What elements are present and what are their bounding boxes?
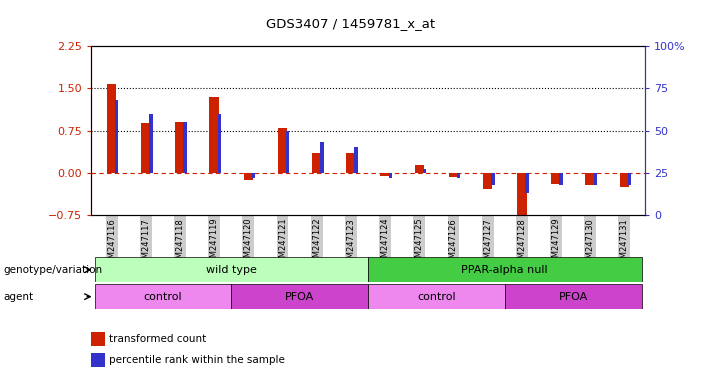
Text: control: control bbox=[417, 291, 456, 302]
Text: genotype/variation: genotype/variation bbox=[4, 265, 102, 275]
Bar bbox=[491, 173, 494, 185]
Bar bbox=[483, 173, 493, 189]
Text: control: control bbox=[144, 291, 182, 302]
Bar bbox=[210, 97, 219, 173]
Bar bbox=[620, 173, 629, 187]
Bar bbox=[525, 173, 529, 193]
Bar bbox=[278, 128, 287, 173]
Bar bbox=[149, 114, 153, 173]
Bar bbox=[449, 173, 458, 177]
Bar bbox=[217, 114, 221, 173]
Bar bbox=[551, 173, 561, 184]
Bar bbox=[346, 153, 355, 173]
Text: GDS3407 / 1459781_x_at: GDS3407 / 1459781_x_at bbox=[266, 17, 435, 30]
Bar bbox=[354, 147, 358, 173]
Bar bbox=[517, 173, 526, 215]
Bar bbox=[594, 173, 597, 185]
Bar bbox=[175, 122, 185, 173]
Bar bbox=[368, 284, 505, 309]
Bar bbox=[585, 173, 595, 185]
Bar bbox=[95, 284, 231, 309]
Text: percentile rank within the sample: percentile rank within the sample bbox=[109, 355, 285, 365]
Text: PFOA: PFOA bbox=[559, 291, 587, 302]
Bar bbox=[252, 173, 255, 178]
Bar bbox=[628, 173, 631, 185]
Bar bbox=[286, 131, 290, 173]
Bar bbox=[107, 84, 116, 173]
Bar bbox=[243, 173, 253, 180]
Bar bbox=[115, 100, 118, 173]
Text: transformed count: transformed count bbox=[109, 334, 206, 344]
Bar bbox=[505, 284, 641, 309]
Bar bbox=[423, 169, 426, 173]
Bar bbox=[368, 257, 641, 282]
Bar bbox=[312, 153, 322, 173]
Bar bbox=[184, 122, 187, 173]
Bar bbox=[141, 123, 151, 173]
Text: wild type: wild type bbox=[206, 265, 257, 275]
Bar bbox=[381, 173, 390, 175]
Text: agent: agent bbox=[4, 291, 34, 302]
Bar bbox=[320, 142, 324, 173]
Bar bbox=[414, 166, 424, 173]
Bar bbox=[388, 173, 392, 178]
Bar bbox=[559, 173, 563, 185]
Bar bbox=[457, 173, 461, 178]
Bar bbox=[95, 257, 368, 282]
Text: PFOA: PFOA bbox=[285, 291, 314, 302]
Bar bbox=[231, 284, 368, 309]
Text: PPAR-alpha null: PPAR-alpha null bbox=[461, 265, 548, 275]
